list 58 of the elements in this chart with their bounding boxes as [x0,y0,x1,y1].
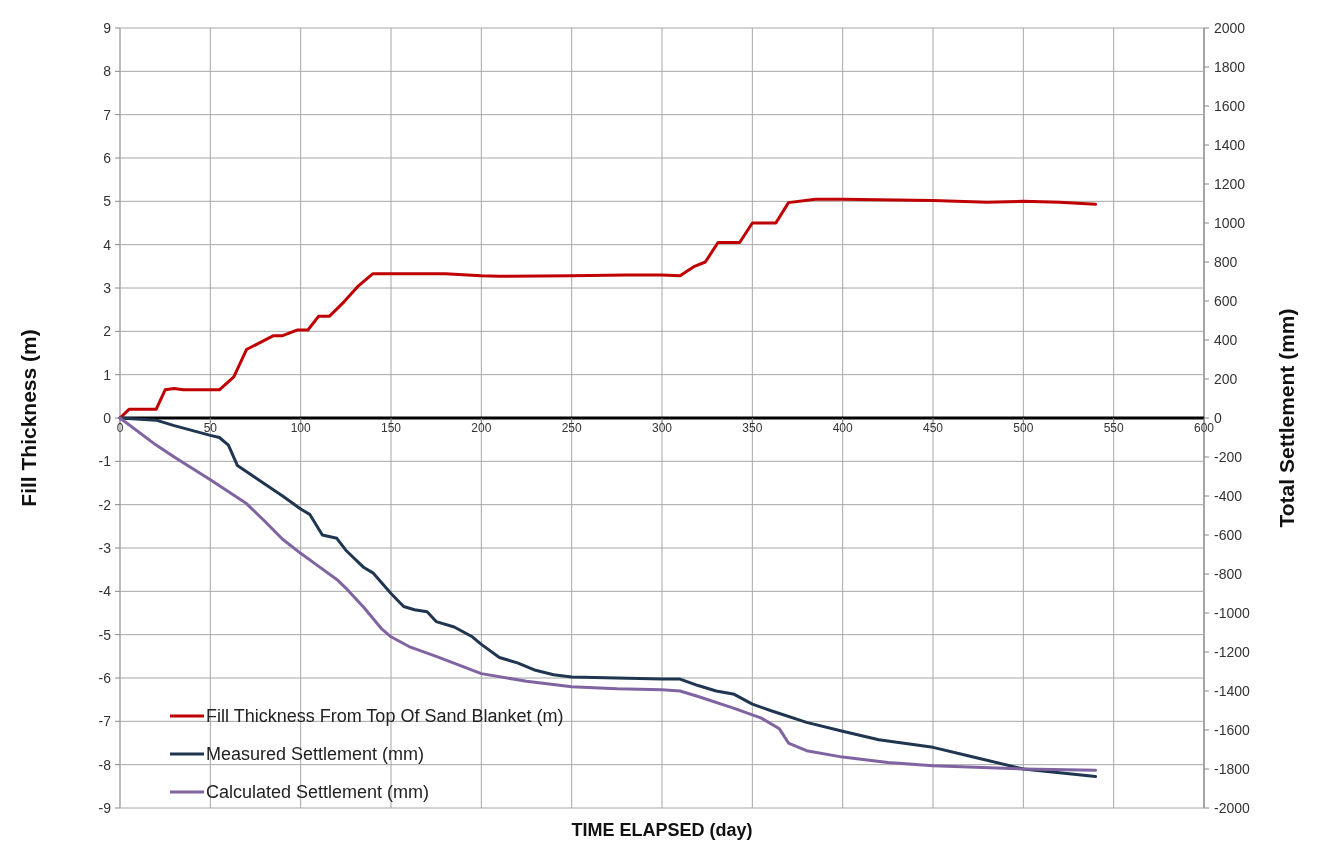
y2-tick-label: 200 [1214,370,1238,387]
x-tick-label: 600 [1193,421,1215,435]
y2-tick-label: -1000 [1214,604,1251,621]
y-tick-label: -8 [98,756,112,773]
y-tick-label: 8 [103,63,112,80]
y2-axis-title: Total Settlement (mm) [1275,308,1298,528]
y-tick-label: -6 [98,669,112,686]
y2-tick-label: -400 [1214,487,1243,504]
y2-tick-label: 1800 [1214,58,1246,75]
y2-tick-label: 1000 [1214,214,1246,231]
y-tick-label: -5 [98,626,112,643]
y2-tick-label: 600 [1214,292,1238,309]
y2-tick-label: 2000 [1214,19,1246,36]
x-tick-label: 300 [651,421,673,435]
y-tick-label: 1 [103,366,112,383]
y-tick-label: -1 [98,453,112,470]
line-series [118,197,1098,420]
x-tick-label: 100 [290,421,311,435]
x-tick-label: 550 [1103,421,1124,435]
x-tick-label: 50 [203,421,218,435]
y-tick-label: -9 [98,799,112,816]
y-axis-title: Fill Thickness (m) [17,329,40,507]
x-tick-label: 150 [380,421,402,435]
y2-tick-label: -1400 [1214,682,1251,699]
y2-tick-label: -2000 [1214,799,1251,816]
y-tick-label: -4 [98,583,112,600]
y2-tick-label: 400 [1214,331,1238,348]
legend-label: Calculated Settlement (mm) [206,782,430,803]
y2-tick-label: 1200 [1214,175,1246,192]
x-tick-label: 200 [471,421,492,435]
y-tick-label: -7 [98,713,112,730]
y2-tick-label: -1800 [1214,760,1251,777]
x-tick-label: 500 [1013,421,1034,435]
y2-tick-label: -1600 [1214,721,1251,738]
y-tick-label: 2 [103,323,112,340]
y-tick-label: -2 [98,496,112,513]
x-tick-label: 400 [832,421,853,435]
x-tick-label: 250 [561,421,582,435]
y2-tick-label: 800 [1214,253,1238,270]
legend-label: Fill Thickness From Top Of Sand Blanket (m) [206,706,564,727]
y2-tick-label: 1600 [1214,97,1246,114]
y2-tick-label: -200 [1214,448,1243,465]
x-axis-title: TIME ELAPSED (day) [571,820,753,840]
y2-tick-label: -800 [1214,565,1243,582]
y-tick-label: -3 [98,539,112,556]
x-tick-label: 450 [922,421,944,435]
y-tick-label: 6 [103,149,112,166]
y2-tick-label: -1200 [1214,643,1251,660]
legend-label: Measured Settlement (mm) [206,744,425,765]
x-tick-label: 0 [116,421,124,435]
y-tick-label: 7 [103,106,112,123]
y2-tick-label: 1400 [1214,136,1246,153]
x-tick-label: 350 [742,421,763,435]
y-tick-label: 9 [103,19,112,36]
y2-tick-label: -600 [1214,526,1243,543]
y-tick-label: 3 [103,279,112,296]
y-tick-label: 5 [103,193,112,210]
y-tick-label: 4 [103,236,112,253]
